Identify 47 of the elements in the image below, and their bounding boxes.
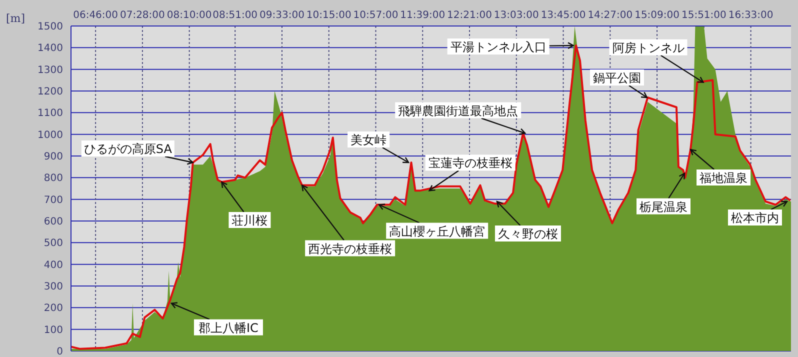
annotation: 荘川桜 (232, 214, 268, 228)
y-tick-label: 1500 (38, 22, 63, 33)
x-tick-label: 13:45:00 (540, 10, 586, 21)
annotation: 宝蓮寺の枝垂桜 (428, 156, 512, 170)
annotation: 阿房トンネル (612, 40, 684, 55)
y-tick-label: 600 (44, 216, 63, 228)
x-tick-label: 08:51:00 (212, 10, 258, 21)
y-tick-label: 400 (44, 260, 63, 271)
y-tick-label: 300 (44, 282, 63, 293)
x-tick-label: 11:39:00 (400, 10, 446, 21)
y-tick-label: 100 (44, 324, 63, 336)
x-tick-label: 10:15:00 (306, 10, 352, 21)
y-tick-label: 700 (44, 194, 63, 206)
x-tick-label: 14:27:00 (588, 10, 633, 21)
y-axis-title: [m] (6, 12, 26, 25)
x-tick-label: 13:03:00 (494, 10, 539, 21)
x-tick-label: 12:21:00 (447, 10, 492, 21)
y-tick-label: 0 (56, 346, 63, 357)
y-tick-label: 1000 (38, 130, 63, 141)
annotation: 栃尾温泉 (640, 200, 688, 214)
annotation: 松本市内 (730, 211, 779, 225)
annotation: 西光寺の枝垂桜 (308, 242, 392, 256)
annotation: 鍋平公園 (593, 71, 641, 85)
x-tick-label: 08:10:00 (166, 10, 212, 21)
annotation: 平湯トンネル入口 (450, 40, 546, 54)
annotation: 久々野の桜 (498, 227, 558, 241)
annotation: ひるがの高原SA (84, 142, 173, 156)
x-tick-label: 16:33:00 (728, 10, 774, 21)
x-tick-label: 07:28:00 (120, 10, 165, 21)
y-tick-label: 1400 (38, 43, 63, 54)
annotation: 美女峠 (350, 133, 387, 147)
y-tick-label: 900 (44, 152, 63, 163)
y-tick-label: 500 (44, 238, 63, 250)
annotation: 飛騨農園街道最高地点 (398, 104, 518, 118)
x-tick-label: 15:51:00 (681, 10, 726, 21)
x-tick-label: 15:09:00 (634, 10, 680, 21)
annotation: 高山櫻ヶ丘八幡宮 (389, 224, 486, 238)
annotation: 福地温泉 (700, 171, 748, 185)
y-tick-label: 800 (44, 173, 63, 184)
y-tick-label: 200 (44, 303, 63, 314)
x-tick-label: 09:33:00 (260, 10, 304, 21)
y-tick-label: 1300 (38, 64, 63, 76)
annotation: 郡上八幡IC (198, 320, 258, 335)
x-tick-label: 10:57:00 (353, 10, 398, 21)
y-tick-label: 1100 (38, 108, 63, 120)
x-tick-label: 06:46:00 (73, 10, 118, 21)
y-tick-label: 1200 (38, 86, 63, 98)
